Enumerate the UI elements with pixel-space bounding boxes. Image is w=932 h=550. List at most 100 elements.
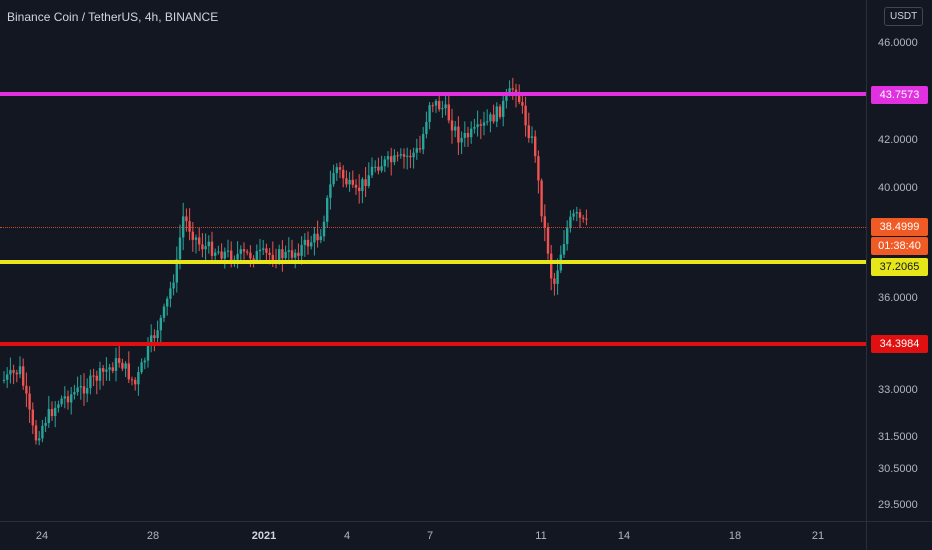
symbol-title[interactable]: Binance Coin / TetherUS, 4h, BINANCE <box>7 10 219 24</box>
candle-body <box>422 133 425 150</box>
candle-body <box>434 100 438 106</box>
candle-body <box>380 166 383 171</box>
candle-body <box>172 282 175 289</box>
candle-body <box>12 370 15 373</box>
candle-body <box>518 94 521 103</box>
candle-body <box>98 368 102 381</box>
candle-body <box>310 242 313 247</box>
candle-body <box>79 386 82 388</box>
candle-body <box>386 156 390 160</box>
candle-body <box>284 251 287 259</box>
candle-body <box>255 251 258 261</box>
currency-button[interactable]: USDT <box>884 7 924 26</box>
time-axis[interactable] <box>0 521 866 550</box>
candle-body <box>252 258 255 261</box>
candle-body <box>466 132 470 138</box>
candle-body <box>44 423 47 426</box>
candle-body <box>262 248 265 250</box>
price-tick: 36.0000 <box>878 292 918 304</box>
candle-body <box>572 213 575 217</box>
candle-body <box>575 212 578 214</box>
candle-body <box>86 388 89 394</box>
time-label: 4 <box>343 530 351 542</box>
candle-body <box>409 155 412 158</box>
price-tick: 40.0000 <box>878 182 918 194</box>
candle-body <box>28 393 31 410</box>
candle-body <box>374 166 377 168</box>
candle-body <box>578 212 582 218</box>
price-tick: 46.0000 <box>878 37 918 49</box>
magenta-level-line[interactable] <box>0 92 866 96</box>
candle-body <box>431 105 434 107</box>
current-price-line <box>0 227 866 228</box>
candle-body <box>9 370 12 375</box>
candle-body <box>444 104 447 109</box>
candle-body <box>191 231 194 240</box>
candle-body <box>489 114 492 122</box>
candle-body <box>390 156 393 163</box>
candle-body <box>153 335 156 339</box>
candlestick-series <box>2 77 588 446</box>
candle-body <box>38 438 41 441</box>
candle-body <box>34 425 38 441</box>
candle-body <box>194 237 198 240</box>
candle-body <box>527 125 530 138</box>
time-label: 2021 <box>251 530 277 542</box>
candle-body <box>223 251 226 259</box>
red-level-tag: 34.3984 <box>871 335 928 353</box>
candle-body <box>226 250 230 252</box>
candle-body <box>156 330 159 339</box>
candle-body <box>66 396 70 403</box>
price-axis[interactable] <box>866 0 932 521</box>
candle-body <box>358 187 361 192</box>
candle-body <box>342 169 345 179</box>
yellow-level-line[interactable] <box>0 260 866 264</box>
candle-body <box>319 236 322 241</box>
candle-body <box>495 106 498 122</box>
candle-body <box>265 248 268 253</box>
candle-body <box>166 298 169 307</box>
candle-body <box>207 241 210 247</box>
time-label: 18 <box>728 530 742 542</box>
candle-body <box>57 404 60 408</box>
candle-body <box>300 244 303 256</box>
candle-body <box>406 155 409 157</box>
yellow-level-tag: 37.2065 <box>871 258 928 276</box>
candle-body <box>354 184 358 188</box>
candle-body <box>492 114 495 122</box>
candle-body <box>569 216 572 228</box>
candle-body <box>511 88 514 90</box>
candle-body <box>457 126 460 143</box>
candle-body <box>486 121 489 123</box>
candle-body <box>246 251 249 253</box>
candle-body <box>329 184 332 198</box>
candle-body <box>476 124 479 128</box>
candle-body <box>287 250 290 252</box>
candle-body <box>585 218 588 220</box>
candle-body <box>505 94 508 101</box>
candle-body <box>137 372 140 385</box>
candle-body <box>546 227 550 254</box>
candle-body <box>562 244 566 255</box>
price-tick: 33.0000 <box>878 384 918 396</box>
candle-body <box>396 155 399 157</box>
candle-body <box>361 179 364 192</box>
candle-body <box>482 122 486 126</box>
time-label: 24 <box>35 530 49 542</box>
candle-body <box>454 126 457 131</box>
candle-body <box>351 179 354 185</box>
candle-body <box>543 216 546 228</box>
candle-body <box>393 155 396 163</box>
candle-body <box>508 88 511 95</box>
candle-body <box>111 367 114 371</box>
candle-body <box>428 105 431 122</box>
candle-body <box>230 250 233 261</box>
time-label: 21 <box>811 530 825 542</box>
red-level-line[interactable] <box>0 342 866 346</box>
candle-body <box>450 120 454 131</box>
candle-body <box>502 100 505 117</box>
candle-body <box>169 288 172 299</box>
candle-body <box>185 216 188 222</box>
candle-body <box>553 278 556 284</box>
candle-body <box>50 409 54 417</box>
